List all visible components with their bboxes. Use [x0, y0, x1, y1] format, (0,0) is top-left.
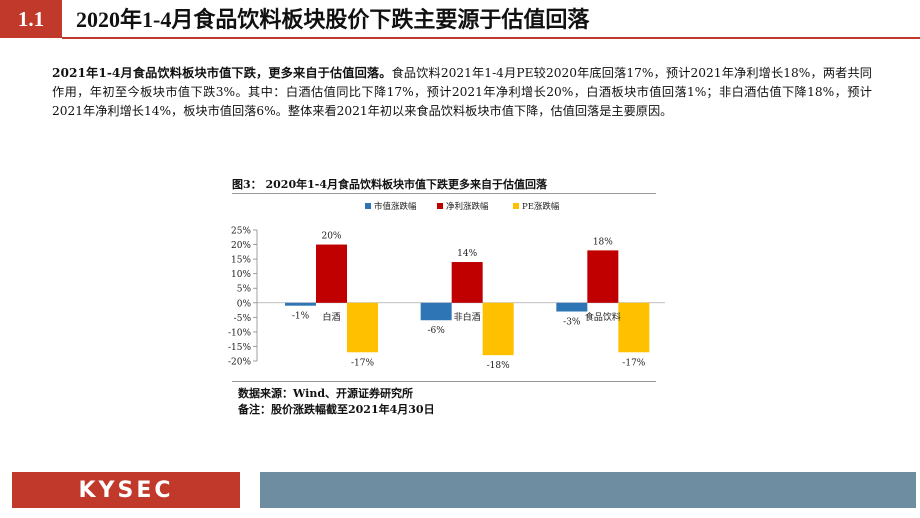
bar-3-3 — [618, 302, 650, 353]
figure-title: 图3： 2020年1-4月食品饮料板块市值下跌更多来自于估值回落 — [232, 178, 547, 191]
bar-2-1 — [316, 244, 347, 303]
bar-3-1 — [347, 302, 378, 353]
y-tick-label: 25% — [231, 227, 251, 237]
summary-text: 食品饮料2021年1-4月PE较2020年底回落17%，预计2021年净利增长1… — [52, 66, 872, 118]
legend-label: 净利涨跌幅 — [446, 201, 489, 212]
bar-1-2 — [420, 302, 452, 321]
bar-chart: 市值涨跌幅 净利涨跌幅 PE涨跌幅 25% 20% 15% 10% 5% 0% -5% -10% -… — [228, 201, 665, 372]
bar-3-2 — [482, 302, 514, 356]
data-source: 数据来源：Wind、开源证券研究所 — [238, 387, 414, 400]
legend-label: PE涨跌幅 — [522, 201, 560, 212]
data-label: 18% — [593, 237, 613, 247]
legend-swatch — [437, 203, 443, 209]
y-tick-label: 5% — [237, 285, 252, 295]
y-tick-label: 15% — [231, 256, 251, 266]
category-label: 白酒 — [322, 311, 340, 323]
data-label: -17% — [622, 358, 645, 368]
legend-label: 市值涨跌幅 — [374, 201, 417, 212]
y-tick-label: -20% — [228, 358, 251, 368]
data-label: -6% — [428, 326, 446, 336]
section-number: 1.1 — [0, 0, 62, 38]
kysec-logo: KYSEC — [78, 477, 174, 503]
y-tick-label: 20% — [231, 241, 251, 251]
footer-brand-bar — [12, 472, 240, 508]
bar-1-1 — [285, 302, 316, 306]
figure-note: 备注：股价涨跌幅截至2021年4月30日 — [238, 403, 435, 416]
bar-2-2 — [451, 262, 483, 303]
chart-legend: 市值涨跌幅 净利涨跌幅 PE涨跌幅 — [365, 201, 560, 212]
category-label: 非白酒 — [454, 311, 481, 323]
bar-1-3 — [556, 302, 588, 312]
data-label: -1% — [292, 312, 310, 322]
data-label: -17% — [351, 358, 374, 368]
y-tick-label: 0% — [237, 299, 252, 309]
page-title: 2020年1-4月食品饮料板块股价下跌主要源于估值回落 — [76, 7, 590, 32]
figure-title-rule — [232, 193, 656, 194]
category-labels: 白酒 非白酒 食品饮料 — [322, 311, 620, 323]
summary-lead: 2021年1-4月食品饮料板块市值下跌，更多来自于估值回落。 — [52, 66, 392, 80]
bar-series — [285, 244, 650, 356]
data-labels: -1% 20% -17% -6% 14% -18% -3% 18% -17% — [292, 232, 646, 372]
legend-swatch — [365, 203, 371, 209]
data-label: -3% — [563, 318, 581, 328]
category-label: 食品饮料 — [585, 311, 621, 323]
footer-accent-bar — [260, 472, 916, 508]
data-label: 20% — [321, 232, 341, 242]
summary-paragraph: 2021年1-4月食品饮料板块市值下跌，更多来自于估值回落。食品饮料2021年1… — [52, 64, 872, 121]
header-divider — [62, 37, 920, 39]
figure-notes: 数据来源：Wind、开源证券研究所 备注：股价涨跌幅截至2021年4月30日 — [238, 386, 435, 418]
legend-swatch — [513, 203, 519, 209]
bar-2-3 — [587, 250, 619, 303]
y-tick-label: 10% — [231, 270, 251, 280]
source-rule — [232, 381, 656, 382]
data-label: 14% — [457, 249, 477, 259]
data-label: -18% — [487, 361, 510, 371]
y-tick-label: -15% — [228, 343, 251, 353]
y-tick-label: -10% — [228, 328, 251, 338]
y-tick-label: -5% — [234, 314, 252, 324]
